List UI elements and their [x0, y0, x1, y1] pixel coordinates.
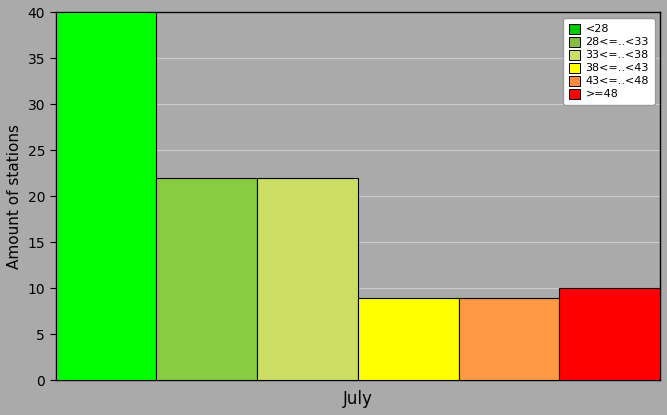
Bar: [560, 288, 660, 380]
Legend: <28, 28<=..<33, 33<=..<38, 38<=..<43, 43<=..<48, >=48: <28, 28<=..<33, 33<=..<38, 38<=..<43, 43…: [563, 18, 654, 105]
Bar: [458, 298, 560, 380]
Y-axis label: Amount of stations: Amount of stations: [7, 124, 22, 269]
Bar: [156, 178, 257, 380]
Bar: [55, 12, 156, 380]
Bar: [358, 298, 458, 380]
Bar: [257, 178, 358, 380]
